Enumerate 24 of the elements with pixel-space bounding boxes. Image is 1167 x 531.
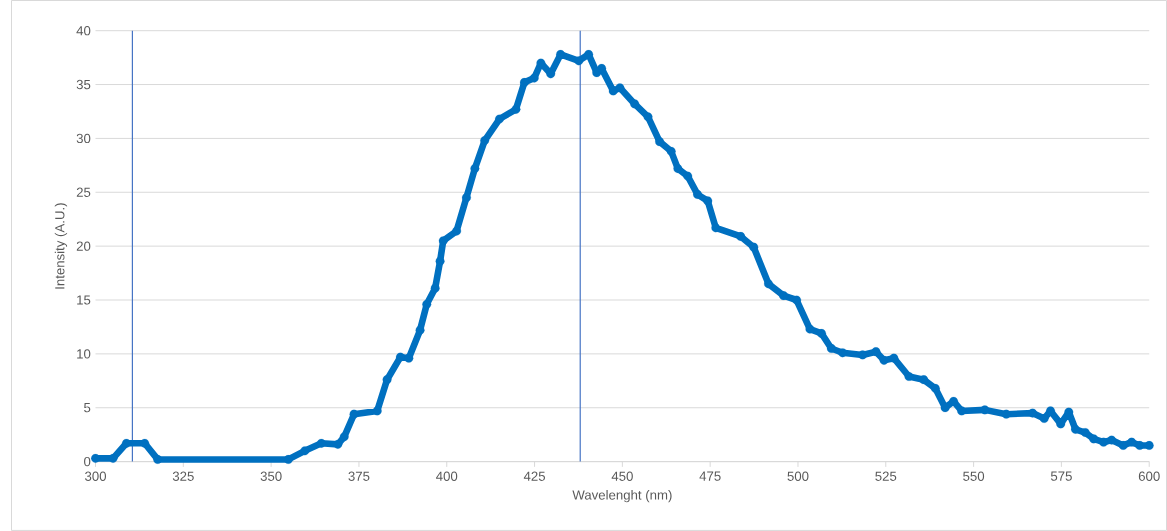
- y-tick-label: 20: [76, 241, 91, 251]
- y-axis-title: Intensity (A.U.): [54, 203, 68, 289]
- x-tick-label: 425: [523, 471, 546, 481]
- x-tick-label: 525: [875, 471, 897, 481]
- x-tick-label: 475: [699, 471, 721, 481]
- y-tick-label: 15: [77, 295, 91, 305]
- x-tick-label: 500: [787, 471, 809, 481]
- x-tick-label: 550: [963, 471, 985, 481]
- x-tick-label: 350: [260, 471, 282, 481]
- y-tick-label: 25: [76, 187, 91, 197]
- y-tick-label: 10: [77, 349, 91, 359]
- x-tick-label: 375: [348, 471, 370, 481]
- y-tick-label: 35: [76, 79, 91, 90]
- x-tick-label: 450: [611, 471, 633, 481]
- x-tick-label: 575: [1050, 471, 1072, 481]
- x-axis-title: Wavelenght (nm): [572, 490, 672, 503]
- x-tick-label: 400: [436, 471, 458, 481]
- y-tick-label: 0: [84, 456, 91, 467]
- x-tick-label: 325: [172, 471, 194, 481]
- y-tick-label: 40: [76, 26, 91, 36]
- x-tick-label: 600: [1138, 471, 1160, 481]
- x-tick-label: 300: [84, 471, 107, 481]
- y-tick-label: 30: [76, 133, 91, 144]
- y-tick-label: 5: [84, 403, 91, 413]
